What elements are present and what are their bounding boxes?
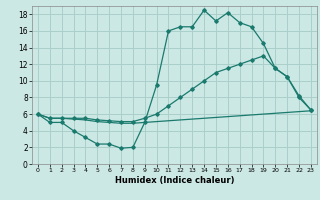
X-axis label: Humidex (Indice chaleur): Humidex (Indice chaleur) xyxy=(115,176,234,185)
